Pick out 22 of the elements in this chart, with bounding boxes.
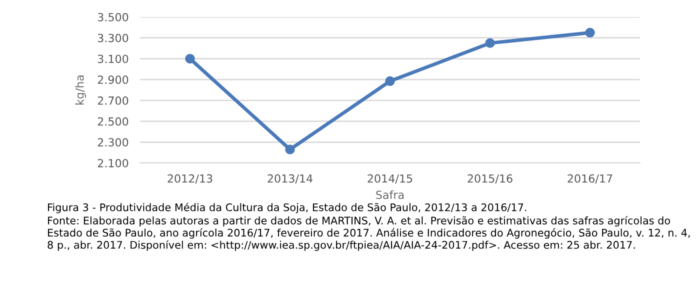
y-tick-label: 2.700 xyxy=(98,96,128,105)
y-tick-label: 3.300 xyxy=(98,34,128,42)
point xyxy=(385,76,395,86)
point xyxy=(485,38,495,48)
x-tick-label: 2015/16 xyxy=(468,174,512,184)
x-axis-title: Safra xyxy=(376,190,404,200)
y-tick-label: 2.500 xyxy=(98,117,128,126)
y-tick-label: 3.100 xyxy=(98,54,128,64)
point xyxy=(585,28,595,38)
y-tick-label: 2.300 xyxy=(98,138,128,147)
x-tick-label: 2014/15 xyxy=(368,174,412,184)
source-note: Fonte: Elaborada pelas autoras a partir de dados de MARTINS, V. A. et al. Previsão e estimativas das safras agrícolas do Estado de São Paulo, ano agrícola 2016/17, fevereiro de 2017. Análise e Indicadores do Agronegócio, São Paulo, v. 12, n. 4, 8 p., abr. 2017. Disponível em: <http://www.iea.sp.gov.br/ftpiea/AIA/AIA-24-2017.pdf>. Acesso em: 25 abr. 2017. xyxy=(48,216,690,251)
x-tick-label: 2016/17 xyxy=(568,174,612,184)
point xyxy=(185,54,195,64)
y-tick-label: 2.900 xyxy=(98,76,128,84)
point xyxy=(285,144,295,154)
x-tick-label: 2013/14 xyxy=(268,174,312,184)
y-tick-label: 3.500 xyxy=(98,12,128,22)
text: Figura 3 - Produtividade Média da Cultura da Soja, Estado de São Paulo, 2012/13 a 2016/17. xyxy=(48,202,526,214)
x-tick-label: 2012/13 xyxy=(168,174,212,184)
y-tick-label: 2.100 xyxy=(98,158,128,168)
y-axis-title: kg/ha xyxy=(75,75,86,105)
